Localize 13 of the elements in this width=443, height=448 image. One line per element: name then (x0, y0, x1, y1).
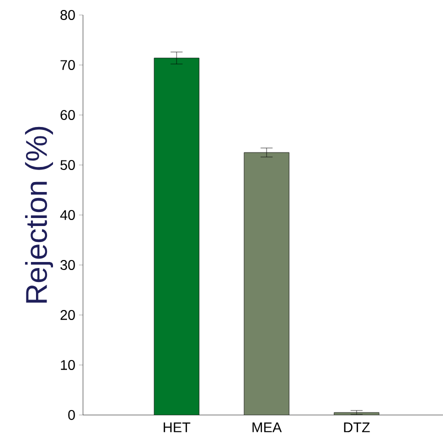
y-tick-label: 80 (60, 10, 75, 20)
y-tick-label: 10 (60, 360, 75, 370)
x-tick-label: HET (164, 422, 190, 432)
y-tick-label: 0 (68, 410, 75, 420)
x-tick-label: MEA (252, 422, 282, 432)
y-axis-title: Rejection (%) (25, 126, 54, 303)
y-tick-label: 70 (60, 60, 75, 70)
y-tick-label: 50 (60, 160, 75, 170)
y-tick-label: 30 (60, 260, 75, 270)
y-tick-label: 60 (60, 110, 75, 120)
y-tick-label: 40 (60, 210, 75, 220)
y-tick-label: 20 (60, 310, 75, 320)
x-tick-label: DTZ (344, 422, 370, 432)
